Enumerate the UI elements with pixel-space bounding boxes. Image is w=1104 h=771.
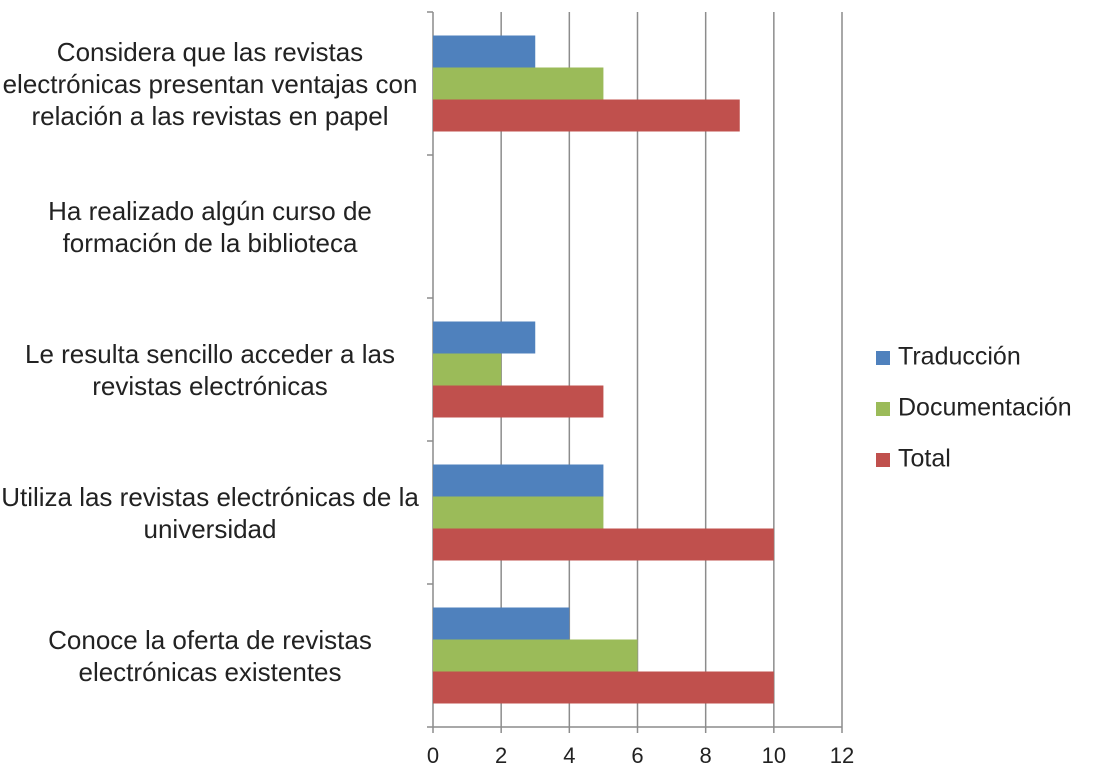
y-tick-label: Utiliza las revistas electrónicas de la … [1, 481, 419, 544]
legend-swatch [876, 351, 890, 365]
x-tick-label: 10 [762, 743, 786, 768]
bar [433, 353, 502, 386]
legend-swatch [876, 402, 890, 416]
legend-swatch [876, 453, 890, 467]
x-tick-label: 8 [700, 743, 712, 768]
bar [433, 35, 536, 68]
bar [433, 671, 774, 704]
bar [433, 607, 570, 640]
x-tick-label: 4 [563, 743, 575, 768]
bar [433, 321, 536, 354]
bar [433, 464, 604, 497]
bar [433, 528, 774, 561]
x-tick-label: 6 [631, 743, 643, 768]
y-tick-label: Le resulta sencillo acceder a las revist… [25, 338, 395, 401]
y-tick-label: Ha realizado algún curso de formación de… [48, 195, 372, 258]
x-tick-label: 12 [830, 743, 854, 768]
bar [433, 496, 604, 529]
x-tick-label: 2 [495, 743, 507, 768]
legend-label: Documentación [898, 394, 1072, 422]
legend-label: Traducción [898, 343, 1021, 371]
bar [433, 385, 604, 418]
bar [433, 67, 604, 100]
legend-label: Total [898, 445, 951, 473]
y-tick-label: Considera que las revistas electrónicas … [2, 36, 418, 131]
bar [433, 99, 740, 132]
x-tick-label: 0 [427, 743, 439, 768]
y-tick-label: Conoce la oferta de revistas electrónica… [48, 624, 372, 687]
bar [433, 639, 638, 672]
